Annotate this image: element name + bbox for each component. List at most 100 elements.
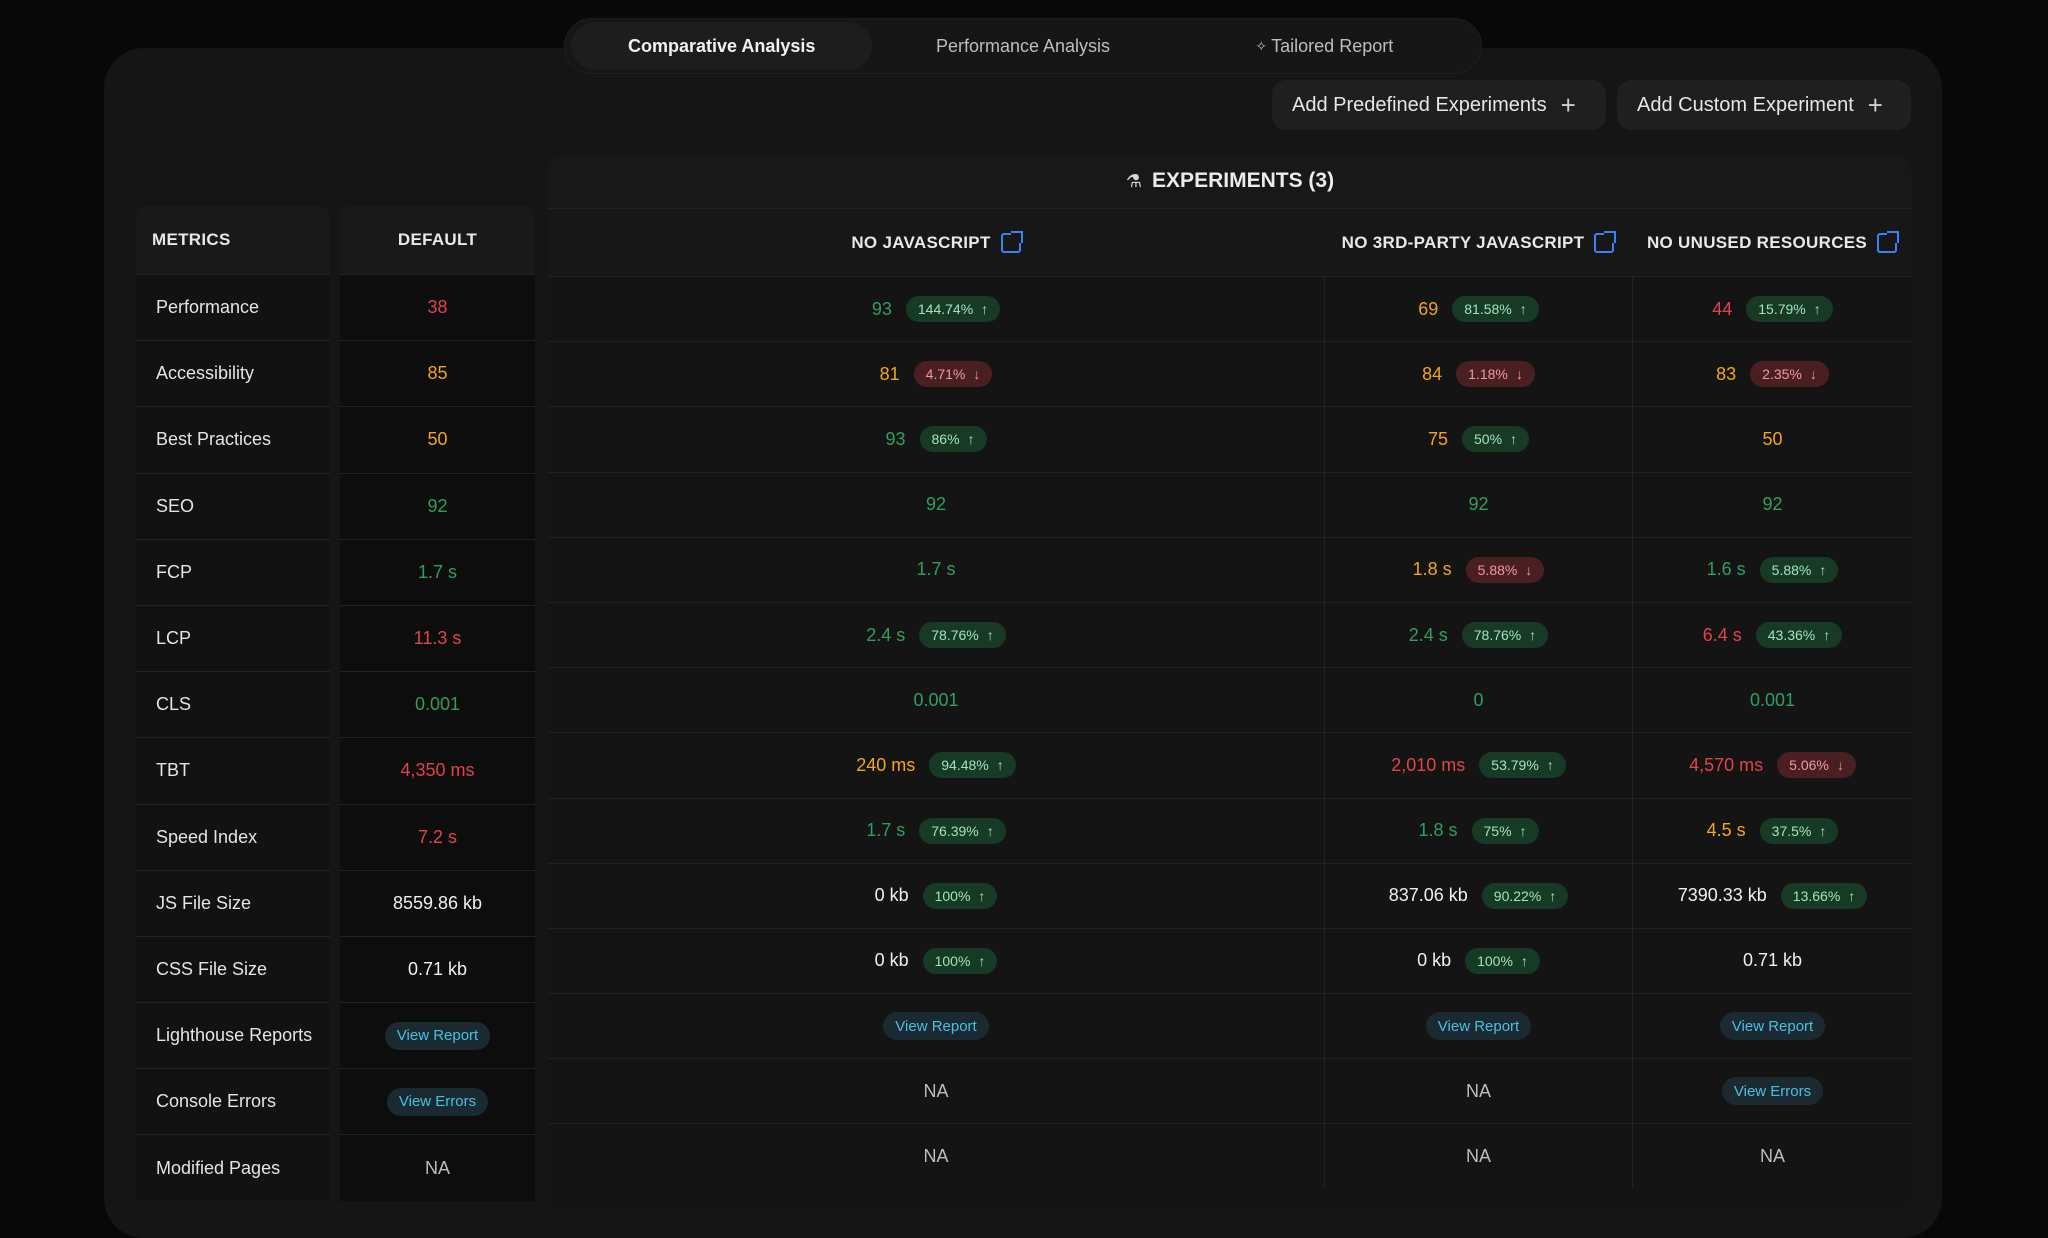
external-link-icon[interactable] <box>1594 230 1617 253</box>
metric-value: 44 <box>1712 298 1733 319</box>
experiment-value-cell: 1.6 s 5.88% ↑ <box>1633 536 1912 602</box>
metric-value: 7390.33 kb <box>1677 885 1767 906</box>
default-value-cell: NA <box>340 1134 535 1201</box>
plus-icon: + <box>1560 90 1576 120</box>
arrow-down-icon: ↓ <box>973 366 981 383</box>
metric-value: 11.3 s <box>413 628 462 649</box>
default-header: DEFAULT <box>340 206 535 274</box>
metric-value: 837.06 kb <box>1388 885 1468 906</box>
experiment-column-no-javascript: 93 144.74% ↑ 81 4.71% ↓ 93 86% ↑ 92 1.7 s 2.4 s 78.7… <box>548 276 1324 1189</box>
experiment-value-cell: 1.7 s 76.39% ↑ <box>548 797 1324 863</box>
metric-name: Console Errors <box>136 1068 330 1135</box>
metric-name: TBT <box>136 737 330 804</box>
change-badge: 1.18% ↓ <box>1456 361 1535 388</box>
change-percent: 5.06% <box>1789 757 1829 774</box>
experiment-value-cell: 1.8 s 5.88% ↓ <box>1325 536 1632 602</box>
metric-value: 84 <box>1422 363 1443 384</box>
experiment-value-cell: 92 <box>1633 471 1912 537</box>
default-value-cell: 0.71 kb <box>340 935 535 1003</box>
arrow-up-icon: ↑ <box>981 301 989 318</box>
metric-value: 0 <box>1473 689 1484 710</box>
metric-name: Accessibility <box>136 340 330 407</box>
arrow-up-icon: ↑ <box>986 822 994 839</box>
change-badge: 13.66% ↑ <box>1780 882 1868 909</box>
change-percent: 2.35% <box>1762 366 1802 383</box>
metric-value: 4,570 ms <box>1689 754 1764 775</box>
experiment-value-cell: View Errors <box>1633 1058 1912 1123</box>
experiment-value-cell: 4.5 s 37.5% ↑ <box>1633 797 1912 863</box>
tab-tailored-report[interactable]: ✧ Tailored Report <box>1174 22 1475 70</box>
experiment-header-label: NO JAVASCRIPT <box>851 232 991 252</box>
change-percent: 78.76% <box>931 627 979 644</box>
experiment-value-cell: 0.001 <box>548 667 1324 732</box>
metric-value: 92 <box>925 494 947 515</box>
change-percent: 100% <box>934 952 971 969</box>
metric-value: 92 <box>1468 494 1489 515</box>
view-link[interactable]: View Report <box>1425 1012 1532 1041</box>
change-badge: 5.06% ↓ <box>1777 752 1856 779</box>
arrow-up-icon: ↑ <box>1549 887 1557 904</box>
metric-value: 240 ms <box>856 754 916 775</box>
add-custom-experiment-button[interactable]: Add Custom Experiment + <box>1617 80 1911 130</box>
tab-comparative-analysis[interactable]: Comparative Analysis <box>571 22 873 70</box>
experiment-value-cell: 2.4 s 78.76% ↑ <box>548 601 1324 667</box>
analysis-tabs: Comparative Analysis Performance Analysi… <box>564 18 1482 74</box>
experiment-value-cell: NA <box>1633 1123 1912 1188</box>
metric-value: 0 kb <box>874 885 909 906</box>
default-value-cell: 4,350 ms <box>340 737 535 804</box>
change-badge: 15.79% ↑ <box>1746 296 1833 323</box>
change-percent: 1.18% <box>1468 366 1508 383</box>
metric-value: NA <box>923 1080 949 1101</box>
change-percent: 5.88% <box>1771 561 1812 578</box>
arrow-up-icon: ↑ <box>986 627 994 644</box>
add-predefined-label: Add Predefined Experiments <box>1292 93 1547 116</box>
metrics-column: METRICS Performance Accessibility Best Pra… <box>136 206 330 1201</box>
metric-value: NA <box>1465 1080 1491 1101</box>
metric-value: 8559.86 kb <box>392 892 483 913</box>
metric-name: Best Practices <box>136 406 330 473</box>
add-predefined-experiments-button[interactable]: Add Predefined Experiments + <box>1272 80 1606 130</box>
change-percent: 15.79% <box>1758 301 1806 318</box>
experiment-value-cell: 1.8 s 75% ↑ <box>1325 797 1632 863</box>
experiment-value-cell: 83 2.35% ↓ <box>1633 341 1912 406</box>
metric-value: 92 <box>427 495 448 516</box>
metric-value: 2.4 s <box>866 624 906 645</box>
change-badge: 76.39% ↑ <box>919 817 1006 844</box>
experiment-value-cell: 92 <box>548 471 1324 537</box>
change-percent: 100% <box>934 887 971 904</box>
change-badge: 81.58% ↑ <box>1452 296 1539 323</box>
change-percent: 100% <box>1477 952 1513 969</box>
tab-performance-analysis[interactable]: Performance Analysis <box>935 35 1111 56</box>
experiment-value-cell: 81 4.71% ↓ <box>548 341 1324 406</box>
arrow-up-icon: ↑ <box>978 952 986 969</box>
external-link-icon[interactable] <box>1877 230 1900 253</box>
experiment-value-cell: NA <box>548 1123 1324 1188</box>
metric-name: FCP <box>136 538 330 605</box>
view-link[interactable]: View Report <box>384 1021 491 1050</box>
experiments-title: ⚗ EXPERIMENTS (3) <box>548 154 1912 208</box>
default-value-cell: View Errors <box>340 1068 535 1135</box>
experiment-value-cell: NA <box>548 1058 1324 1123</box>
metric-value: NA <box>1759 1146 1785 1167</box>
metric-value: 0.71 kb <box>1742 950 1803 971</box>
metric-value: 1.7 s <box>916 559 956 580</box>
change-percent: 43.36% <box>1767 627 1816 644</box>
view-link[interactable]: View Report <box>1719 1012 1826 1041</box>
view-link[interactable]: View Errors <box>1721 1077 1824 1106</box>
view-link[interactable]: View Errors <box>386 1087 489 1116</box>
view-link[interactable]: View Report <box>883 1012 989 1041</box>
change-percent: 13.66% <box>1792 887 1841 904</box>
experiment-value-cell: 0 kb 100% ↑ <box>1325 927 1632 993</box>
change-badge: 78.76% ↑ <box>919 622 1006 649</box>
experiment-value-cell: 0 kb 100% ↑ <box>548 927 1324 993</box>
metric-value: 4,350 ms <box>400 760 475 781</box>
experiment-value-cell: NA <box>1325 1058 1632 1123</box>
metric-value: 93 <box>871 298 892 319</box>
metric-value: 0 kb <box>874 950 909 971</box>
arrow-up-icon: ↑ <box>1520 952 1528 969</box>
metric-value: 6.4 s <box>1702 624 1742 645</box>
metric-name: SEO <box>136 472 330 539</box>
change-badge: 53.79% ↑ <box>1479 752 1566 779</box>
external-link-icon[interactable] <box>1000 230 1023 253</box>
change-badge: 86% ↑ <box>919 426 987 453</box>
